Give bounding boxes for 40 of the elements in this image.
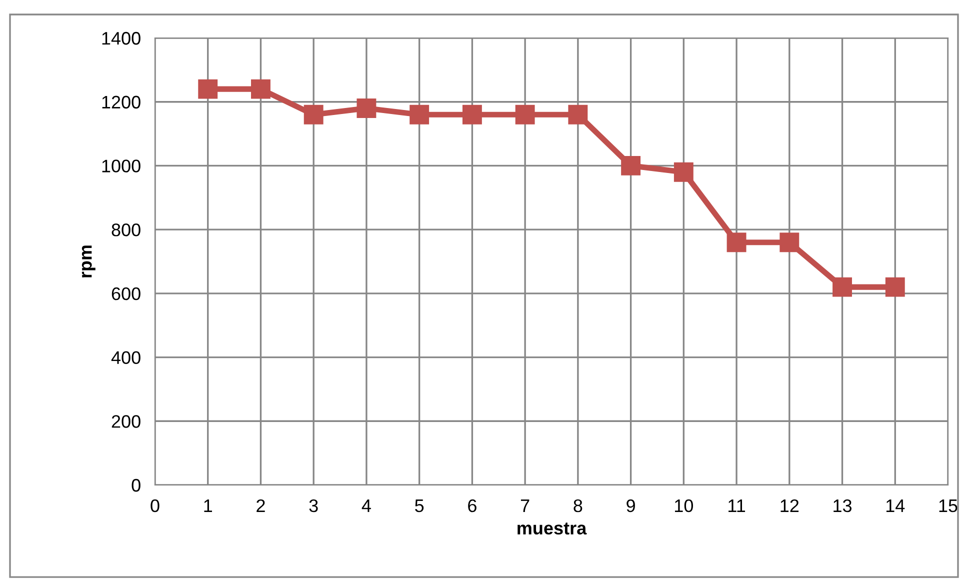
point <box>568 104 588 124</box>
point <box>304 104 324 124</box>
x-tick-label: 3 <box>309 499 318 512</box>
x-tick-label: 7 <box>520 500 530 512</box>
y-tick-label: 1200 <box>102 96 140 109</box>
point <box>780 232 800 252</box>
x-tick-label: 5 <box>415 500 424 512</box>
x-tick-label: 13 <box>834 499 852 512</box>
x-tick-label: 10 <box>675 499 694 512</box>
point <box>674 162 694 182</box>
y-axis-title: rpm <box>82 246 96 278</box>
y-tick-label: 600 <box>112 287 140 300</box>
point <box>198 79 218 99</box>
x-tick-label: 8 <box>574 499 582 512</box>
x-tick-label: 2 <box>256 499 265 512</box>
point <box>621 156 641 176</box>
y-tick-label: 200 <box>112 415 140 428</box>
y-tick-label: 400 <box>111 351 140 364</box>
x-tick-label: 12 <box>780 499 799 512</box>
x-tick-label: 1 <box>204 500 212 512</box>
point <box>356 98 376 118</box>
x-tick-label: 6 <box>468 499 476 512</box>
point <box>462 104 482 124</box>
x-tick-label: 11 <box>728 500 746 512</box>
y-tick-label: 1000 <box>102 160 140 172</box>
y-tick-label: 0 <box>132 478 140 492</box>
point <box>251 79 270 99</box>
x-tick-label: 15 <box>939 500 958 512</box>
x-axis-title: muestra <box>518 522 587 535</box>
x-tick-label: 4 <box>362 500 371 512</box>
x-tick-label: 9 <box>626 499 635 512</box>
point <box>726 232 746 252</box>
y-tick-label: 1400 <box>102 32 140 45</box>
point <box>832 277 852 297</box>
point <box>515 104 535 124</box>
x-tick-label: 14 <box>886 500 905 512</box>
y-tick-label: 800 <box>112 224 140 236</box>
point <box>410 104 430 124</box>
x-tick-label: 0 <box>150 499 160 512</box>
point <box>885 277 905 297</box>
